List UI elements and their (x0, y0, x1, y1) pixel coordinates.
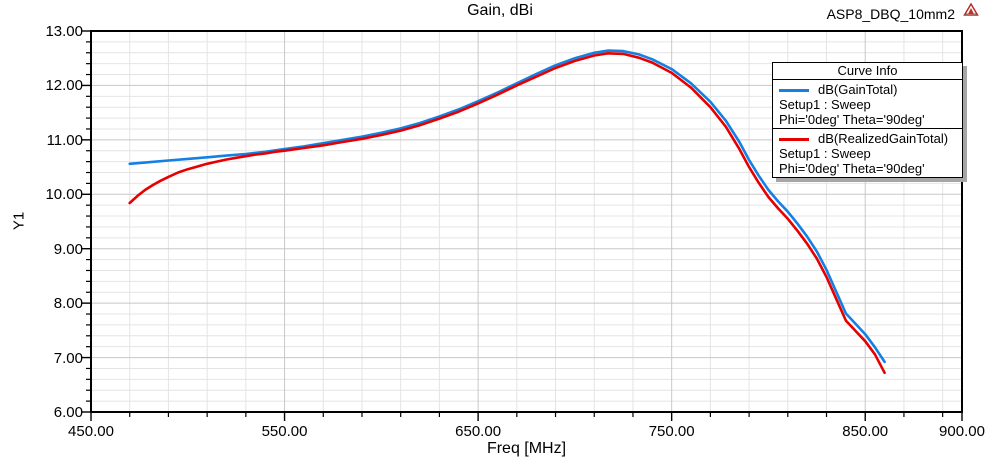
legend-entry-gaintotal: dB(GainTotal) Setup1 : Sweep Phi='0deg' … (773, 80, 962, 128)
legend-entry-realizedgaintotal: dB(RealizedGainTotal) Setup1 : Sweep Phi… (773, 128, 962, 177)
curve-dB(GainTotal) (128, 49, 886, 364)
curve-swatch-gaintotal (779, 89, 809, 93)
curve-variation-realizedgaintotal: Phi='0deg' Theta='90deg' (779, 161, 925, 176)
x-axis-title: Freq [MHz] (486, 440, 567, 457)
curve-label-gaintotal: dB(GainTotal) (818, 82, 898, 97)
y-axis-title: Y1 (10, 211, 28, 231)
curve-label-realizedgaintotal: dB(RealizedGainTotal) (818, 131, 949, 146)
curve-setup-gaintotal: Setup1 : Sweep (779, 97, 871, 112)
legend-curve-info[interactable]: Curve Info dB(GainTotal) Setup1 : Sweep … (772, 62, 963, 178)
ansys-logo-icon (963, 3, 979, 16)
legend-title: Curve Info (773, 63, 962, 80)
chart-title: Gain, dBi (467, 2, 533, 19)
model-name-label: ASP8_DBQ_10mm2 (826, 6, 955, 22)
curve-setup-realizedgaintotal: Setup1 : Sweep (779, 146, 871, 161)
curve-dB(RealizedGainTotal) (128, 51, 886, 375)
curve-variation-gaintotal: Phi='0deg' Theta='90deg' (779, 112, 925, 127)
plot-border (90, 30, 963, 413)
curve-swatch-realizedgaintotal (779, 138, 809, 142)
